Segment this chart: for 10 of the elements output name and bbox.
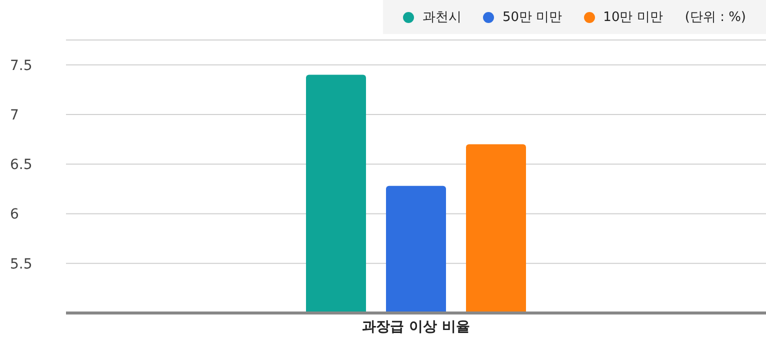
legend-label: 50만 미만 (502, 9, 562, 26)
y-tick-label: 6 (10, 206, 19, 223)
text: (단위 : %) (684, 9, 746, 26)
y-tick-label: 5.5 (10, 256, 32, 272)
y-tick-label: 7 (10, 107, 19, 124)
legend-label: 과천시 (422, 9, 462, 26)
x-tick-label: 과장급 이상 비율 (362, 318, 470, 335)
legend-label: 10만 미만 (603, 9, 663, 26)
y-tick-label: 7.5 (10, 58, 32, 74)
y-tick-label: 6.5 (10, 157, 32, 174)
